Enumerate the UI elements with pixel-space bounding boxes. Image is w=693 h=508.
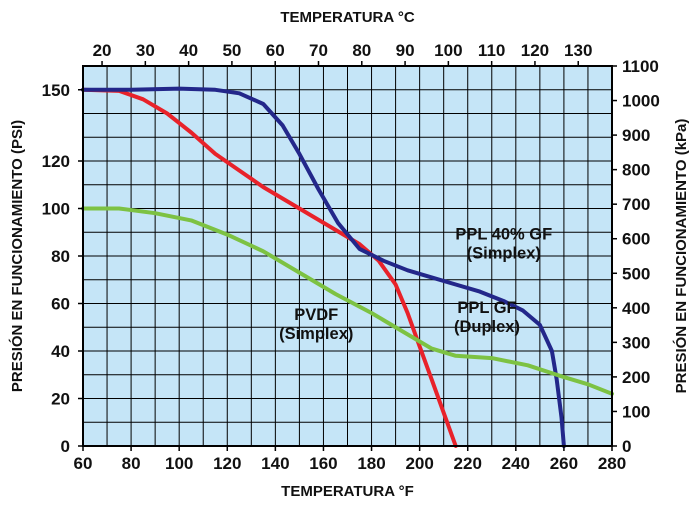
y-tick-label: 20	[51, 390, 70, 409]
x-tick-label: 220	[454, 454, 482, 473]
y2-tick-label: 800	[622, 161, 650, 180]
y2-tick-label: 600	[622, 230, 650, 249]
y2-tick-label: 900	[622, 126, 650, 145]
x-tick-label: 160	[309, 454, 337, 473]
x-tick-label: 60	[74, 454, 93, 473]
y2-tick-label: 300	[622, 333, 650, 352]
y2-tick-label: 1000	[622, 92, 660, 111]
tick-layer: 60 80 100 120 140 160 180 200 220 240 260 280020406…	[42, 41, 660, 473]
curve-label-line: (Duplex)	[454, 318, 520, 336]
x-tick-label: 120	[213, 454, 241, 473]
curve-label-line: (Simplex)	[279, 325, 353, 343]
x2-tick-label: 60	[266, 41, 285, 60]
x2-tick-label: 110	[478, 41, 505, 60]
y2-tick-label: 0	[622, 437, 631, 456]
y2-tick-label: 200	[622, 368, 650, 387]
x-tick-label: 180	[357, 454, 385, 473]
y-tick-label: 120	[42, 152, 70, 171]
x2-tick-label: 130	[564, 41, 592, 60]
y2-tick-label: 500	[622, 264, 650, 283]
y2-axis-title: PRESIÓN EN FUNCIONAMIENTO (kPa)	[672, 119, 690, 394]
series-line-1	[81, 87, 458, 448]
curve-label-line: (Simplex)	[467, 244, 541, 262]
x2-tick-label: 30	[136, 41, 155, 60]
x-tick-label: 140	[261, 454, 289, 473]
y2-tick-label: 1100	[622, 57, 659, 76]
curve-label: PVDF (Simplex)	[279, 306, 353, 343]
curve-label: PPL 40% GF (Simplex)	[455, 225, 552, 262]
x2-tick-label: 100	[434, 41, 462, 60]
y2-tick-label: 700	[622, 195, 650, 214]
series-line-3	[81, 206, 614, 396]
y2-tick-label: 100	[622, 402, 650, 421]
series-layer	[81, 86, 614, 448]
y-tick-label: 0	[61, 437, 70, 456]
x2-tick-label: 50	[222, 41, 241, 60]
x-axis-title: TEMPERATURA °F	[281, 483, 414, 500]
curve-label-line: PVDF	[294, 306, 338, 324]
x2-tick-label: 90	[396, 41, 415, 60]
curve-label-line: PPL GF	[457, 299, 516, 317]
x-tick-label: 280	[598, 454, 626, 473]
x-tick-label: 200	[405, 454, 433, 473]
x2-tick-label: 70	[309, 41, 328, 60]
x2-tick-label: 80	[352, 41, 371, 60]
x-tick-label: 240	[502, 454, 530, 473]
series-line-2	[81, 86, 566, 448]
y-tick-label: 100	[42, 200, 70, 219]
x2-tick-label: 40	[179, 41, 198, 60]
y-tick-label: 60	[51, 295, 70, 314]
x2-axis-title: TEMPERATURA °C	[280, 9, 414, 26]
y-axis-title: PRESIÓN EN FUNCIONAMIENTO (PSI)	[8, 120, 26, 392]
x2-tick-label: 120	[521, 41, 549, 60]
y-tick-label: 80	[51, 247, 70, 266]
x-tick-label: 260	[550, 454, 578, 473]
y-tick-label: 40	[51, 342, 70, 361]
curve-label-line: PPL 40% GF	[455, 225, 552, 243]
curve-label: PPL GF (Duplex)	[454, 299, 520, 336]
x2-tick-label: 20	[93, 41, 112, 60]
grid-layer	[83, 66, 612, 446]
x-tick-label: 100	[165, 454, 193, 473]
y-tick-label: 150	[42, 81, 70, 100]
x-tick-label: 80	[122, 454, 141, 473]
y2-tick-label: 400	[622, 299, 650, 318]
annotation-layer: PPL 40% GF (Simplex)PPL GF (Duplex)PVDF (Si…	[279, 225, 552, 343]
